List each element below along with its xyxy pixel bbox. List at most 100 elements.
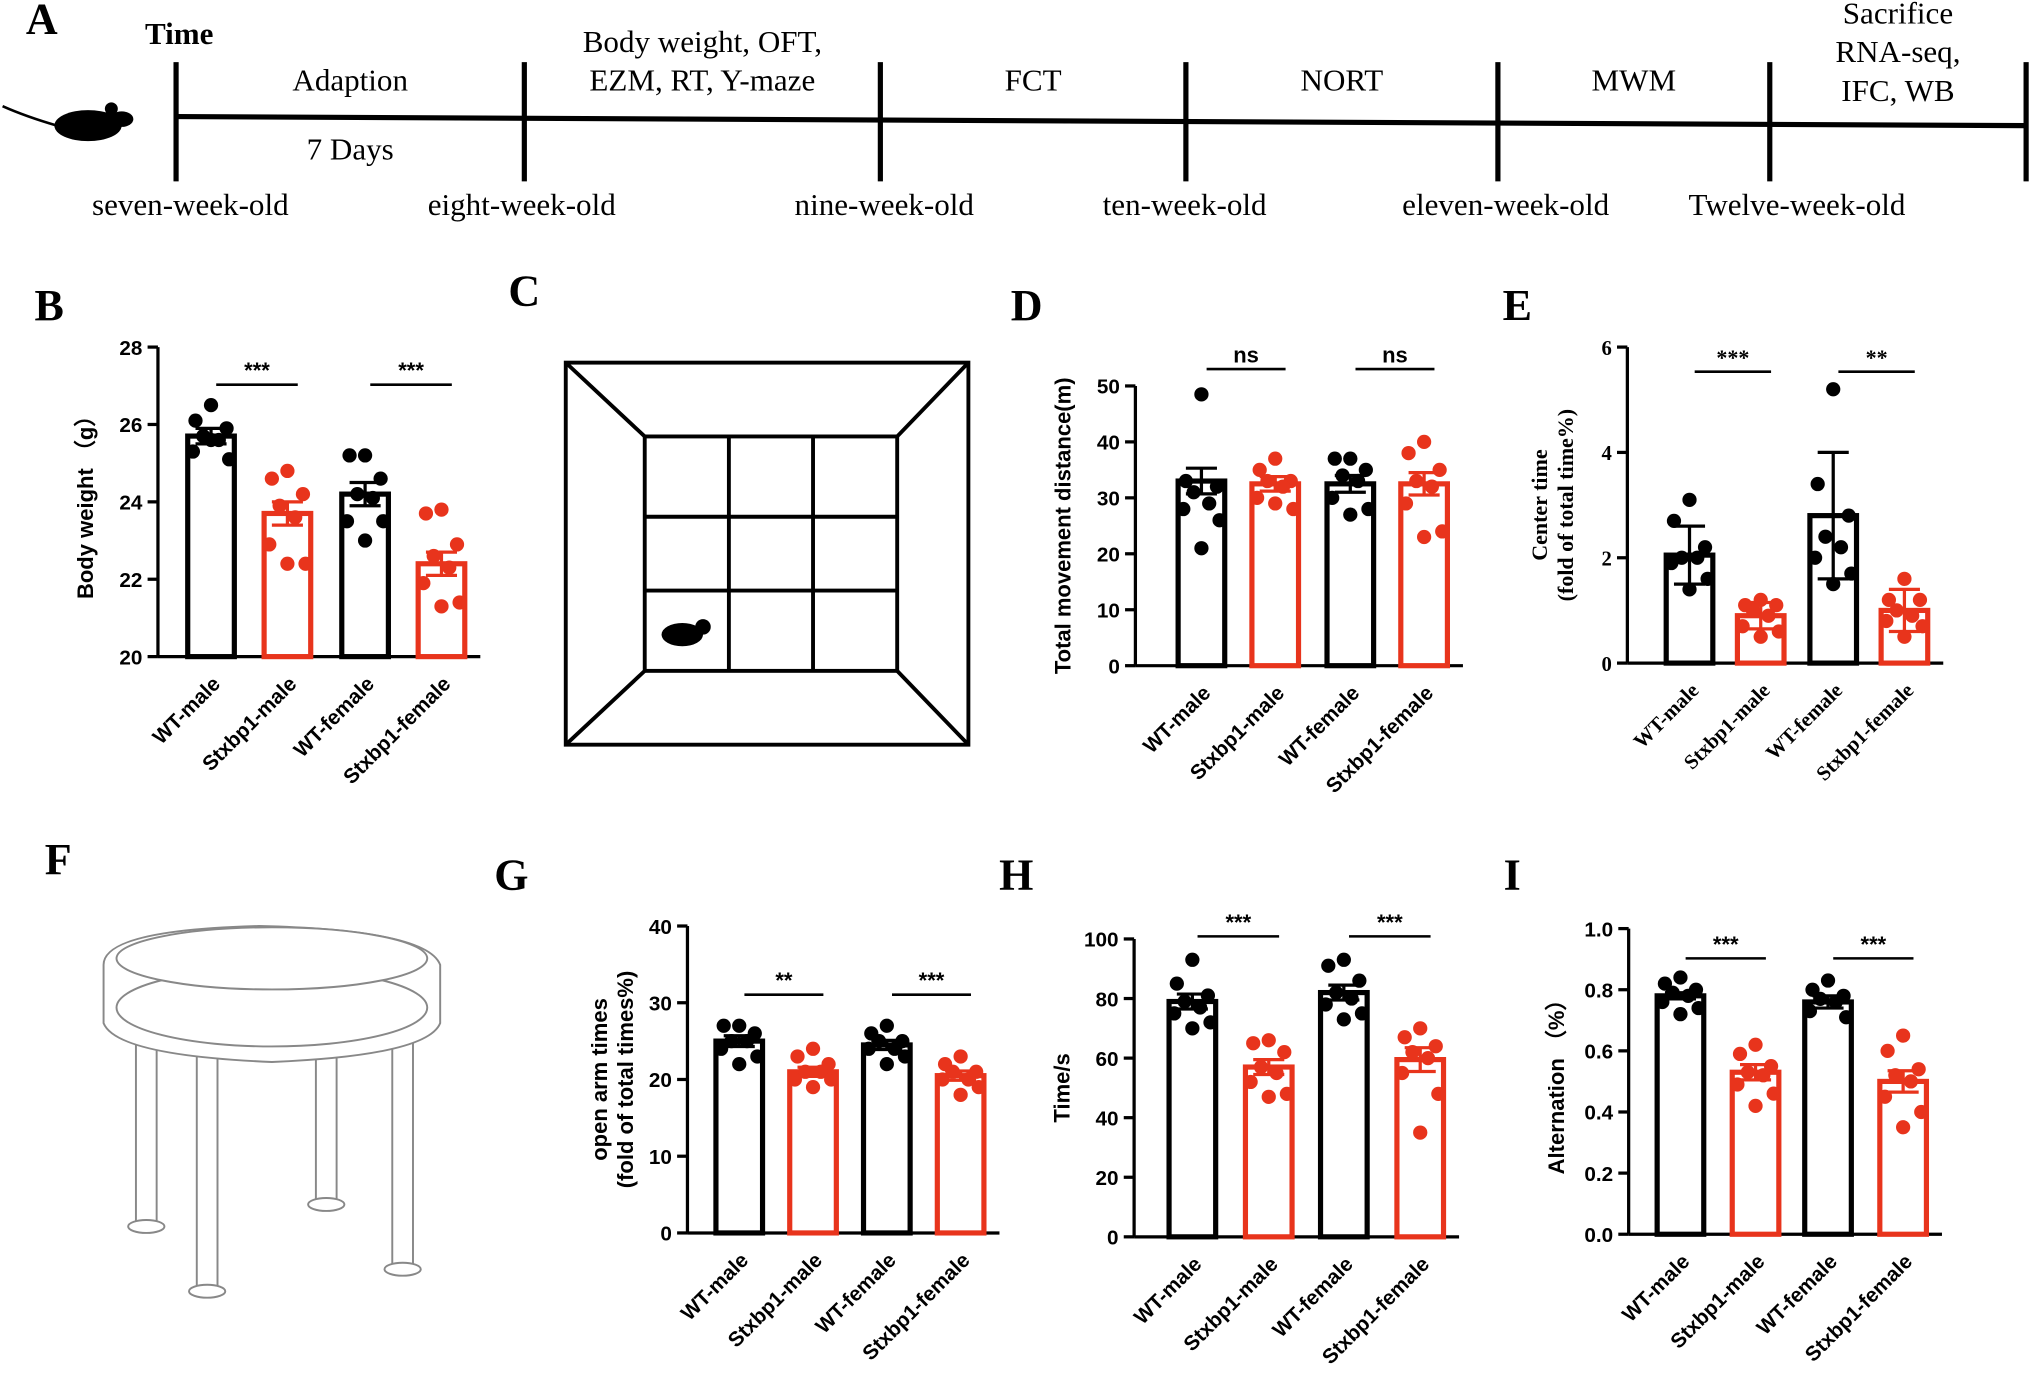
data-point [935, 1072, 950, 1087]
data-point [442, 560, 457, 575]
data-point [1889, 603, 1904, 618]
x-tick-label: WT-male [1130, 1253, 1206, 1329]
data-point [1666, 513, 1682, 529]
data-point [188, 413, 203, 428]
data-point [1249, 490, 1265, 505]
significance-label: *** [1377, 910, 1403, 935]
data-point [1435, 524, 1450, 539]
y-tick-label: 0 [1108, 655, 1120, 678]
box-lines [564, 361, 970, 747]
data-point [1194, 541, 1209, 556]
y-axis-label: Center time [1527, 449, 1552, 561]
data-point [1186, 485, 1201, 500]
mouse-head [695, 619, 711, 635]
bar [1663, 552, 1716, 666]
data-point [1413, 1021, 1428, 1036]
y-axis-label: Time/s [1049, 1053, 1074, 1122]
panel-label: F [45, 835, 72, 884]
data-point [1394, 1065, 1410, 1081]
data-point [1169, 976, 1184, 991]
y-tick-label: 20 [1096, 1167, 1119, 1190]
y-tick-label: 24 [119, 492, 143, 515]
data-point [1246, 1036, 1261, 1051]
bar [1654, 993, 1707, 1237]
data-point [1397, 1030, 1412, 1045]
data-point [1690, 550, 1705, 565]
panel-label: I [1504, 851, 1521, 900]
data-point [1905, 608, 1920, 623]
data-point [280, 463, 295, 479]
data-point [861, 1041, 876, 1056]
data-point [1879, 613, 1894, 629]
event-label: IFC, WB [1841, 73, 1954, 108]
y-tick-label: 30 [1097, 488, 1120, 511]
data-point [1424, 479, 1439, 494]
data-point [1655, 994, 1670, 1010]
data-point [813, 1064, 828, 1079]
data-point [805, 1080, 821, 1095]
data-point [1261, 1033, 1276, 1048]
y-tick-label: 0 [660, 1223, 672, 1246]
data-point [1771, 624, 1786, 639]
panel-label: C [508, 267, 540, 316]
event-duration: 7 Days [307, 131, 394, 166]
data-point [787, 1072, 803, 1087]
data-point [1413, 1125, 1428, 1140]
foot [383, 1261, 422, 1277]
y-tick-label: 40 [1097, 432, 1120, 455]
data-point [1700, 571, 1715, 586]
event-label: Sacrifice [1843, 0, 1953, 30]
data-point [1673, 1007, 1688, 1022]
data-point [1178, 473, 1194, 489]
data-point [452, 595, 467, 610]
panel-label: D [1011, 281, 1043, 330]
data-point [1428, 1039, 1443, 1054]
data-point [1327, 451, 1342, 466]
data-point [1269, 1065, 1284, 1081]
data-point [1344, 991, 1359, 1006]
data-point [376, 514, 391, 529]
data-point [1903, 1074, 1919, 1089]
event-label: Adaption [292, 63, 408, 98]
data-point [350, 486, 365, 502]
data-point [1730, 1077, 1745, 1092]
open-field-drawing [563, 360, 971, 747]
y-tick-label: 20 [119, 646, 142, 669]
data-point [1193, 1000, 1208, 1015]
age-label: seven-week-old [92, 187, 289, 222]
y-tick-label: 4 [1601, 443, 1611, 465]
data-point [1745, 603, 1761, 618]
data-point [739, 1033, 755, 1049]
data-point [1897, 629, 1912, 644]
data-point [357, 448, 373, 463]
panel-label: A [26, 0, 58, 44]
y-axis-label: (fold of total time%) [1553, 409, 1578, 601]
data-point [416, 575, 431, 591]
significance-label: *** [244, 358, 270, 383]
data-point [1243, 1074, 1258, 1090]
outer-box [563, 360, 971, 747]
data-point [280, 556, 295, 571]
data-point [732, 1057, 747, 1072]
data-point [1275, 479, 1291, 494]
bar [787, 1069, 839, 1236]
bar [1877, 1078, 1930, 1237]
data-point [1286, 501, 1301, 517]
data-point [1279, 1086, 1294, 1101]
y-tick-label: 10 [1097, 600, 1120, 623]
data-point [1807, 550, 1823, 565]
data-point [1185, 1021, 1200, 1036]
x-tick-label: WT-male [148, 672, 224, 748]
data-point [1352, 973, 1367, 988]
data-point [1350, 473, 1366, 489]
data-point [1915, 619, 1930, 634]
leg [391, 1035, 414, 1268]
x-tick-label: WT-male [1139, 681, 1215, 757]
data-point [1914, 1104, 1929, 1120]
y-tick-label: 100 [1084, 929, 1119, 952]
data-point [713, 1041, 729, 1056]
data-point [1691, 1000, 1706, 1016]
data-point [434, 599, 449, 614]
data-point [1420, 1050, 1436, 1066]
data-point [1361, 501, 1376, 517]
